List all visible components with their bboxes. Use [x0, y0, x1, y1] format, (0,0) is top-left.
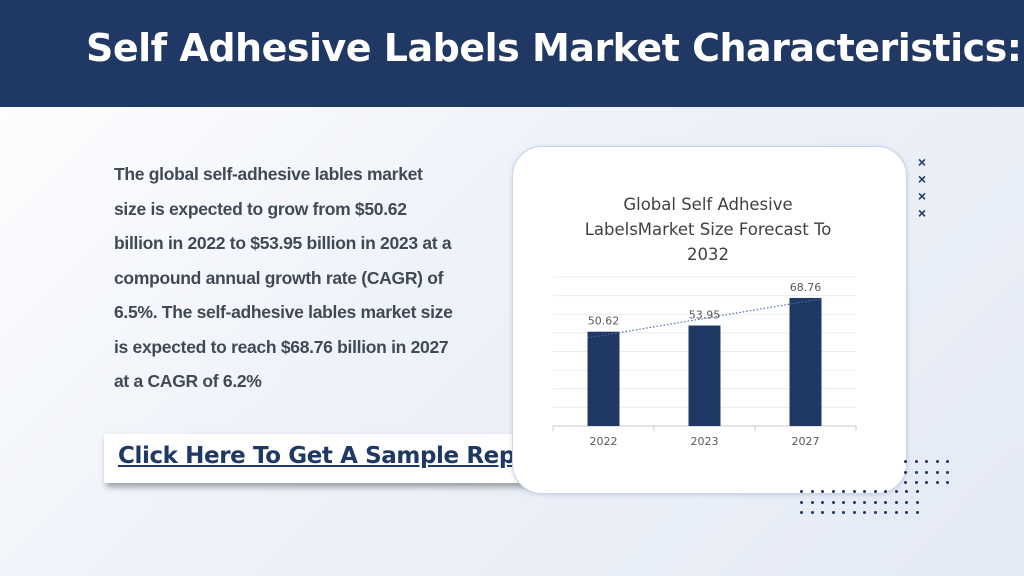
data-label-2022: 50.62 — [588, 315, 620, 328]
bar-2022 — [587, 331, 620, 426]
x-tick-label-2023: 2023 — [691, 435, 719, 448]
trendline — [587, 298, 822, 339]
decor-dot — [821, 511, 824, 514]
decor-dot — [935, 460, 939, 463]
x-mark-icon: × — [917, 171, 927, 187]
decor-dot — [884, 511, 887, 514]
page-title: Self Adhesive Labels Market Characterist… — [86, 26, 1022, 70]
decor-dot — [905, 490, 908, 493]
chart-card: Global Self Adhesive LabelsMarket Size F… — [512, 146, 907, 494]
data-label-2027: 68.76 — [790, 281, 822, 294]
decor-dot — [946, 460, 949, 463]
decor-dot — [863, 490, 866, 493]
decor-dot — [915, 511, 919, 514]
decor-dot — [914, 460, 918, 463]
decor-dot — [821, 490, 824, 493]
x-mark-icon: × — [917, 188, 927, 204]
decor-dot — [905, 500, 908, 504]
sample-report-link[interactable]: Click Here To Get A Sample Report — [118, 443, 552, 469]
decor-dot — [946, 470, 949, 474]
chart-title: Global Self Adhesive LabelsMarket Size F… — [584, 195, 832, 264]
decor-dot — [935, 470, 939, 474]
decor-dot — [894, 500, 898, 504]
decor-dot — [915, 490, 919, 493]
decor-dot — [831, 511, 835, 514]
bar-2027 — [789, 297, 822, 426]
title-bar: Self Adhesive Labels Market Characterist… — [0, 0, 1024, 107]
decor-dot — [852, 490, 856, 493]
decor-dot — [925, 481, 928, 484]
data-label-2023: 53.95 — [689, 309, 721, 322]
decor-dot — [904, 481, 907, 484]
decor-dot — [852, 511, 856, 514]
decor-dot — [904, 460, 907, 463]
decor-dot — [873, 490, 877, 493]
decor-dot — [842, 490, 845, 493]
decor-dot — [821, 500, 824, 504]
decor-dot — [914, 481, 918, 484]
x-mark-icon: × — [917, 154, 927, 170]
decor-dot — [831, 500, 835, 504]
sample-report-box: Click Here To Get A Sample Report — [104, 434, 552, 483]
decor-dot — [873, 511, 877, 514]
x-tick-label-2022: 2022 — [590, 435, 618, 448]
decor-dot — [800, 500, 803, 504]
decor-dot — [894, 490, 898, 493]
decor-dot — [925, 460, 928, 463]
decor-dot — [915, 500, 919, 504]
decor-dot — [852, 500, 856, 504]
bar-2023 — [688, 325, 721, 426]
decor-dot — [800, 490, 803, 493]
decor-dot — [863, 500, 866, 504]
x-tick-label-2027: 2027 — [792, 435, 820, 448]
decor-dot — [914, 470, 918, 474]
decor-dot — [904, 470, 907, 474]
x-pattern-icon: × × × × — [914, 154, 930, 222]
decor-dot — [842, 500, 845, 504]
bar-chart: 50.62 2022 53.95 2023 68.76 2027 — [552, 276, 857, 448]
decor-dot — [946, 481, 949, 484]
decor-dot — [810, 490, 814, 493]
decor-dot — [842, 511, 845, 514]
decor-dot — [810, 500, 814, 504]
market-summary-text: The global self-adhesive lables market s… — [114, 164, 453, 391]
decor-dot — [925, 470, 928, 474]
decor-dot — [935, 481, 939, 484]
decor-dot — [800, 511, 803, 514]
decor-dot — [884, 500, 887, 504]
decor-dot — [873, 500, 877, 504]
decor-dot — [894, 511, 898, 514]
decor-dot — [863, 511, 866, 514]
decor-dot — [831, 490, 835, 493]
decor-dot — [905, 511, 908, 514]
x-mark-icon: × — [917, 205, 927, 221]
decor-dot — [884, 490, 887, 493]
decor-dot — [810, 511, 814, 514]
